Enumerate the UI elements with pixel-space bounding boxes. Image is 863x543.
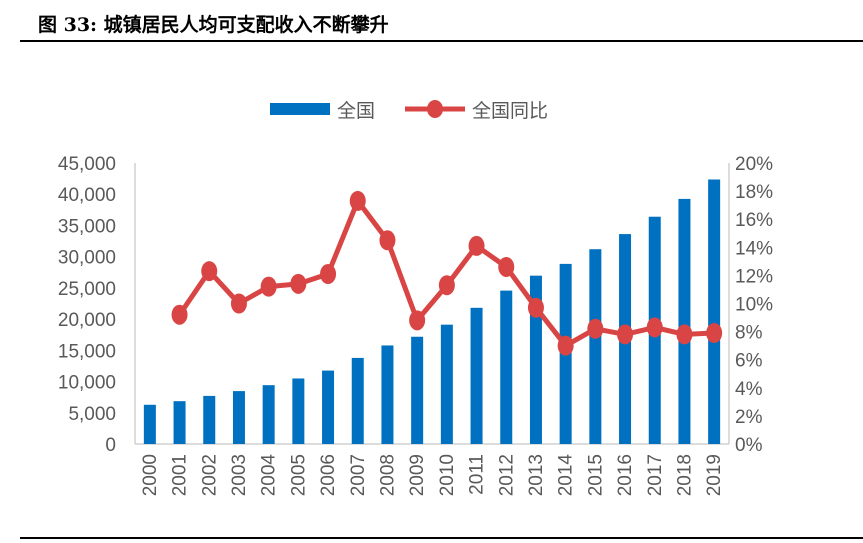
bar-2015 (589, 249, 602, 444)
x-tick-label: 2001 (170, 454, 191, 496)
left-tick-label: 40,000 (58, 185, 116, 206)
growth-point-2010 (438, 275, 455, 296)
growth-point-2016 (617, 324, 634, 345)
x-tick-label: 2005 (288, 454, 309, 496)
x-tick-label: 2007 (348, 454, 369, 496)
bar-2005 (292, 378, 305, 444)
x-tick-label: 2008 (377, 454, 398, 496)
bottom-rule (20, 537, 863, 539)
x-tick-label: 2006 (318, 454, 339, 496)
bar-2010 (440, 324, 453, 444)
x-tick-label: 2017 (645, 454, 666, 496)
growth-point-2008 (379, 230, 396, 251)
growth-point-2017 (646, 317, 663, 338)
bar-2012 (500, 290, 513, 444)
x-tick-label: 2004 (259, 454, 280, 497)
growth-point-2005 (290, 273, 307, 294)
right-tick-label: 14% (735, 238, 773, 259)
bar-2004 (262, 385, 275, 444)
title-rule (20, 40, 863, 42)
right-tick-label: 18% (735, 182, 773, 203)
x-tick-label: 2018 (674, 454, 695, 496)
left-tick-label: 45,000 (58, 154, 116, 175)
left-tick-label: 20,000 (58, 310, 116, 331)
bar-2006 (322, 370, 335, 444)
left-tick-label: 0 (105, 435, 116, 456)
growth-point-2004 (260, 276, 277, 297)
right-tick-label: 6% (735, 351, 763, 372)
x-tick-label: 2015 (585, 454, 606, 496)
bar-2008 (381, 345, 394, 444)
bar-2000 (143, 404, 156, 444)
x-tick-label: 2013 (526, 454, 547, 496)
bar-2002 (203, 395, 216, 444)
x-tick-label: 2000 (140, 454, 161, 496)
growth-point-2018 (676, 324, 693, 345)
growth-point-2019 (706, 323, 723, 344)
growth-line (177, 198, 715, 349)
right-tick-label: 10% (735, 295, 773, 316)
left-tick-label: 5,000 (68, 404, 116, 425)
x-tick-label: 2002 (199, 454, 220, 496)
right-tick-label: 12% (735, 266, 773, 287)
left-tick-label: 10,000 (58, 373, 116, 394)
right-tick-label: 2% (735, 407, 763, 428)
right-tick-label: 4% (735, 379, 763, 400)
bar-2001 (173, 401, 186, 444)
growth-point-2001 (171, 304, 188, 325)
growth-point-2002 (201, 261, 218, 282)
growth-point-2007 (349, 190, 366, 211)
right-tick-label: 0% (735, 435, 763, 456)
growth-point-2011 (468, 235, 485, 256)
growth-point-2009 (409, 310, 426, 331)
x-tick-label: 2003 (229, 454, 250, 496)
legend-bar-swatch (270, 103, 330, 115)
right-tick-label: 16% (735, 210, 773, 231)
left-tick-label: 35,000 (58, 216, 116, 237)
bar-2019 (708, 179, 721, 444)
x-tick-label: 2019 (704, 454, 725, 496)
growth-point-2012 (498, 256, 515, 277)
legend-line-label: 全国同比 (472, 100, 548, 122)
x-tick-label: 2016 (615, 454, 636, 496)
growth-point-2003 (230, 293, 247, 314)
growth-point-2006 (320, 263, 337, 284)
x-tick-label: 2014 (556, 454, 577, 497)
growth-point-2014 (557, 335, 574, 356)
growth-point-2013 (527, 297, 544, 318)
legend-line-marker (427, 100, 443, 118)
bar-2003 (232, 391, 245, 444)
x-tick-label: 2011 (467, 454, 488, 495)
x-tick-label: 2012 (496, 454, 517, 496)
x-tick-label: 2009 (407, 454, 428, 496)
x-tick-label: 2010 (437, 454, 458, 496)
bar-2007 (351, 357, 364, 444)
figure-title: 图 33: 城镇居民人均可支配收入不断攀升 (38, 14, 389, 36)
bar-2018 (678, 198, 691, 444)
left-tick-label: 25,000 (58, 279, 116, 300)
growth-point-2015 (587, 318, 604, 339)
left-tick-label: 15,000 (58, 341, 116, 362)
legend-bar-label: 全国 (337, 100, 375, 122)
bar-2011 (470, 307, 483, 444)
left-tick-label: 30,000 (58, 248, 116, 269)
right-tick-label: 8% (735, 323, 763, 344)
bar-2009 (411, 336, 424, 444)
right-tick-label: 20% (735, 154, 773, 175)
bar-2013 (529, 275, 542, 444)
